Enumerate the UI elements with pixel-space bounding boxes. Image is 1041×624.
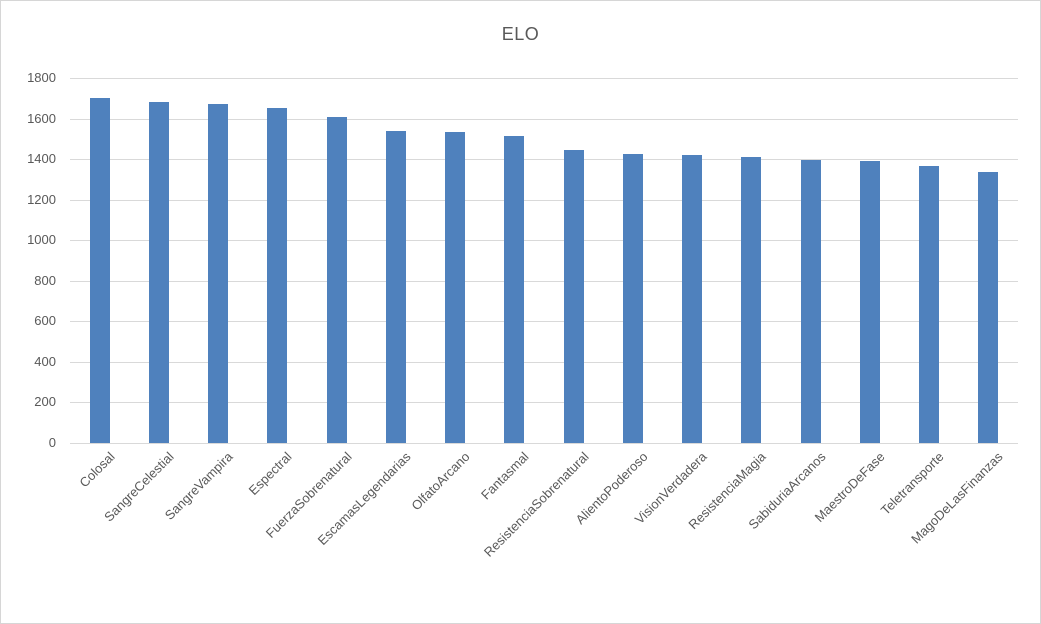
gridline (70, 78, 1018, 79)
bar (89, 98, 110, 443)
bar (563, 149, 584, 443)
bar (445, 131, 466, 443)
gridline (70, 280, 1018, 282)
y-tick-label: 1200 (27, 191, 56, 207)
y-tick-label: 0 (48, 435, 56, 450)
bar (919, 166, 940, 443)
gridline (70, 402, 1018, 404)
bar (385, 130, 406, 443)
bar (148, 102, 169, 443)
gridline (70, 321, 1018, 323)
y-tick-label: 1400 (27, 151, 56, 167)
chart-title: ELO (501, 24, 540, 44)
y-tick-label: 200 (34, 394, 56, 410)
gridline (70, 199, 1018, 201)
gridline (70, 443, 1018, 444)
gridline (70, 159, 1018, 161)
bar (978, 172, 999, 443)
gridline (70, 240, 1018, 242)
y-tick-label: 400 (34, 353, 56, 369)
bar (741, 157, 762, 443)
bar (208, 104, 229, 443)
bar (326, 116, 347, 443)
bar (267, 108, 288, 443)
y-tick-label: 1600 (27, 110, 56, 126)
y-tick-label: 1000 (27, 232, 56, 248)
gridline (70, 361, 1018, 363)
y-tick-label: 600 (34, 313, 56, 329)
bar (682, 155, 703, 443)
bar (859, 161, 880, 443)
bar (800, 160, 821, 443)
bar (504, 135, 525, 443)
gridline (70, 118, 1018, 120)
bar (622, 154, 643, 443)
y-tick-label: 1800 (27, 70, 56, 85)
y-tick-label: 800 (34, 272, 56, 288)
